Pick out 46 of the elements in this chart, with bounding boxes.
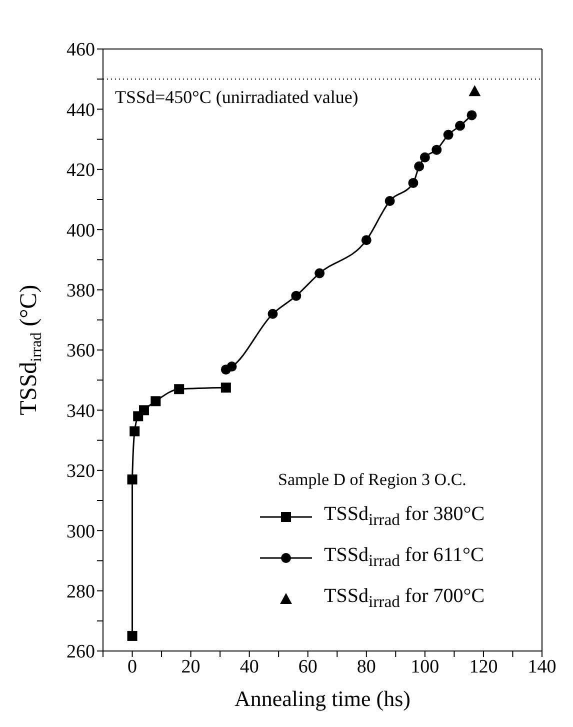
y-tick-label: 380 xyxy=(66,280,95,302)
point xyxy=(130,426,140,436)
point xyxy=(268,308,278,319)
y-tick-label: 420 xyxy=(66,160,95,182)
y-tick-label: 360 xyxy=(66,340,95,362)
point xyxy=(443,130,454,140)
x-tick-label: 20 xyxy=(181,656,200,678)
point xyxy=(138,405,149,416)
x-tick-label: 80 xyxy=(356,656,376,678)
ref-line-label: TSSd=450°C (unirradiated value) xyxy=(115,87,358,108)
point xyxy=(226,362,237,372)
point xyxy=(420,152,430,162)
x-tick-label: 120 xyxy=(469,656,498,678)
point xyxy=(127,630,138,641)
legend-label: TSSd$_{irrad}$ for 380°C xyxy=(324,503,485,529)
point xyxy=(361,235,372,246)
y-tick-label: 460 xyxy=(66,40,95,61)
y-tick-label: 400 xyxy=(66,220,95,242)
x-tick-label: 40 xyxy=(240,656,259,678)
y-tick-label: 280 xyxy=(66,582,95,603)
point xyxy=(291,290,302,301)
y-tick-label: 340 xyxy=(66,400,95,422)
point xyxy=(150,396,161,406)
legend-label: TSSd$_{irrad}$ for 700°C xyxy=(324,585,485,611)
y-tick-label: 320 xyxy=(66,461,95,482)
point xyxy=(466,110,477,120)
point xyxy=(408,178,418,188)
x-tick-label: 140 xyxy=(528,656,556,678)
legend-label: TSSd$_{irrad}$ for 611°C xyxy=(324,544,484,570)
point xyxy=(414,161,424,172)
x-tick-label: 60 xyxy=(298,656,318,678)
legend-title: Sample D of Region 3 O.C. xyxy=(278,470,468,490)
point xyxy=(432,144,442,155)
point xyxy=(468,85,481,96)
y-tick-label: 440 xyxy=(66,100,95,121)
y-tick-label: 300 xyxy=(66,521,95,542)
y-tick-label: 260 xyxy=(66,642,95,663)
point xyxy=(127,474,138,484)
x-tick-label: 0 xyxy=(128,656,138,678)
point xyxy=(455,120,466,131)
point xyxy=(384,196,395,206)
x-axis-title: Annealing time (hs) xyxy=(234,686,410,711)
point xyxy=(220,382,231,393)
point xyxy=(314,268,325,278)
point xyxy=(174,384,184,394)
x-tick-label: 100 xyxy=(410,656,440,678)
